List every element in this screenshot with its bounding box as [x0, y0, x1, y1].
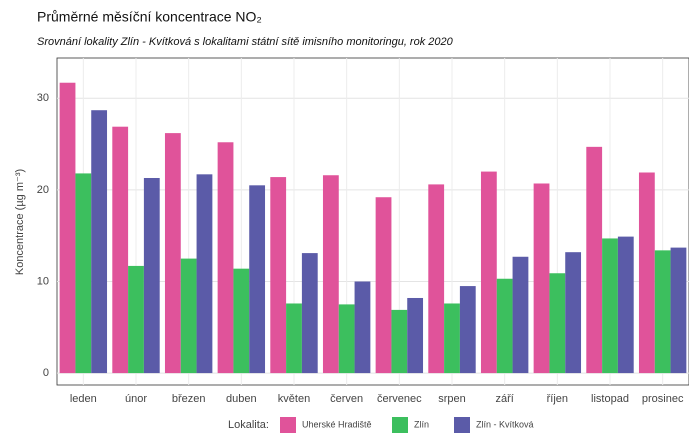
bar: [91, 110, 108, 374]
bar: [496, 278, 513, 374]
bar: [512, 256, 529, 374]
bar: [428, 184, 445, 374]
x-tick-label: únor: [125, 393, 147, 405]
bar: [670, 247, 687, 374]
bar: [586, 146, 603, 374]
x-tick-label: září: [495, 393, 513, 405]
bar: [270, 177, 287, 374]
y-tick-label: 10: [37, 275, 49, 287]
x-tick-label: říjen: [547, 393, 568, 405]
bar: [391, 309, 408, 374]
plot-panel: [56, 57, 689, 386]
bar: [143, 177, 160, 374]
x-tick-label: červenec: [377, 393, 422, 405]
bar: [375, 197, 392, 374]
bar: [301, 253, 318, 374]
bar: [75, 173, 92, 374]
bar: [112, 126, 129, 374]
bar: [196, 174, 213, 374]
bar: [459, 286, 476, 374]
legend-label: Uherské Hradiště: [302, 419, 372, 429]
bar: [217, 142, 234, 374]
chart-title: Průměrné měsíční koncentrace NO₂: [37, 9, 262, 25]
bar: [533, 183, 550, 374]
legend-swatch: [454, 417, 470, 433]
bar: [354, 281, 371, 374]
bar: [480, 171, 497, 374]
legend-title: Lokalita:: [228, 419, 269, 431]
bar: [338, 304, 355, 374]
x-tick-label: červen: [330, 393, 363, 405]
bar: [444, 303, 460, 374]
legend-swatch: [392, 417, 408, 433]
bar: [565, 252, 582, 374]
y-tick-label: 30: [37, 92, 49, 104]
bar: [617, 236, 634, 374]
bar: [233, 268, 250, 374]
bar: [59, 82, 76, 374]
bar: [180, 258, 197, 374]
bar: [249, 185, 266, 374]
x-tick-label: leden: [70, 393, 97, 405]
chart-subtitle: Srovnání lokality Zlín - Kvítková s loka…: [37, 36, 454, 48]
bar: [407, 297, 424, 374]
legend-label: Zlín - Kvítková: [476, 419, 534, 429]
bar: [602, 238, 618, 374]
bar: [638, 172, 655, 374]
x-tick-label: listopad: [591, 393, 629, 405]
x-tick-label: prosinec: [642, 393, 684, 405]
y-tick-label: 0: [43, 367, 49, 379]
x-tick-label: duben: [226, 393, 257, 405]
bar: [164, 133, 181, 374]
legend-swatch: [280, 417, 296, 433]
bar: [322, 175, 339, 374]
y-tick-label: 20: [37, 184, 49, 196]
y-axis-label: Koncentrace (µg m⁻³): [14, 169, 26, 275]
bar: [549, 273, 566, 374]
bar: [286, 303, 302, 374]
bar: [654, 250, 671, 374]
x-tick-label: březen: [172, 393, 206, 405]
bar: [128, 265, 144, 374]
x-tick-label: květen: [278, 393, 310, 405]
x-tick-label: srpen: [438, 393, 466, 405]
legend-label: Zlín: [414, 419, 429, 429]
